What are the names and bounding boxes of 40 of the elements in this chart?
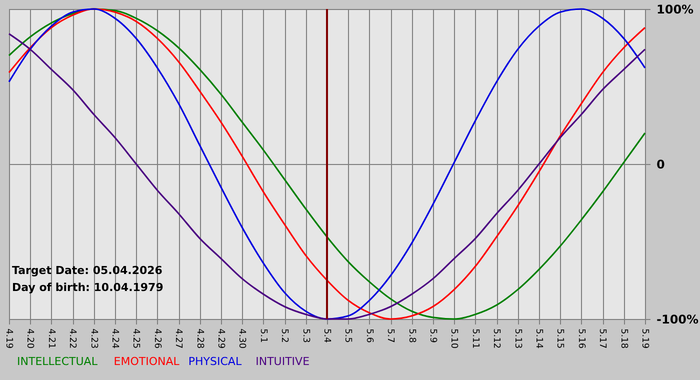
x-tick-label: 5.18	[618, 328, 628, 349]
x-tick-label: 5.8	[406, 328, 416, 344]
x-tick-label: 4.22	[67, 328, 78, 349]
x-tick-label: 4.23	[88, 328, 98, 349]
x-tick-label: 4.26	[152, 328, 162, 349]
x-tick-label: 4.30	[236, 328, 247, 349]
text: PHYSICAL	[188, 355, 242, 368]
x-tick-label: 5.12	[491, 328, 502, 349]
x-tick-label: 5.15	[554, 328, 565, 349]
x-tick-label: 5.6	[364, 328, 374, 344]
x-tick-label: 4.28	[194, 328, 204, 349]
x-tick-label: 5.11	[470, 328, 480, 349]
x-tick-label: 4.21	[46, 328, 56, 349]
x-tick-label: 5.4	[322, 328, 332, 344]
x-tick-label: 4.25	[130, 328, 141, 349]
text: EMOTIONAL	[114, 355, 180, 368]
x-tick-label: 5.9	[428, 328, 438, 344]
x-tick-label: 5.7	[385, 328, 396, 343]
x-tick-label: 5.14	[534, 328, 544, 349]
y-tick-label: -100%	[656, 312, 699, 326]
x-tick-label: 4.19	[4, 328, 14, 349]
x-tick-label: 4.20	[24, 328, 35, 349]
x-tick-label: 5.10	[448, 328, 459, 349]
x-tick-label: 4.27	[173, 328, 184, 349]
annotation: Day of birth: 10.04.1979	[12, 281, 164, 294]
x-tick-label: 4.24	[110, 328, 120, 349]
text: INTELLECTUAL	[17, 355, 98, 368]
x-tick-label: 5.1	[258, 328, 268, 343]
text: INTUITIVE	[256, 355, 310, 368]
x-tick-label: 5.13	[512, 328, 522, 349]
x-tick-label: 5.19	[640, 328, 650, 349]
x-tick-label: 5.2	[279, 328, 290, 343]
x-tick-label: 5.16	[576, 328, 586, 349]
y-tick-label: 100%	[656, 2, 694, 16]
x-tick-label: 4.29	[216, 328, 226, 349]
x-tick-label: 5.3	[300, 328, 310, 343]
y-tick-label: 0	[656, 158, 665, 172]
x-tick-label: 5.17	[597, 328, 608, 349]
x-tick-label: 5.5	[342, 328, 353, 343]
annotation: Target Date: 05.04.2026	[12, 264, 163, 277]
